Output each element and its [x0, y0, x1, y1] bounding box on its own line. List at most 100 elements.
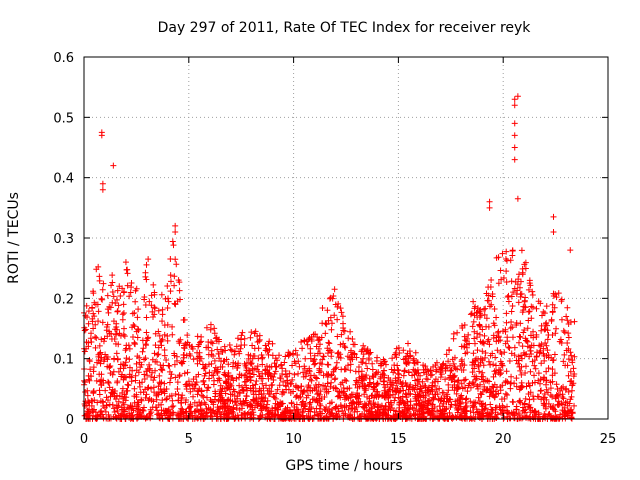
data-point: [552, 413, 559, 420]
data-point: [293, 392, 300, 399]
data-point: [361, 391, 368, 398]
data-point: [225, 396, 232, 403]
data-point: [409, 372, 416, 379]
data-point: [564, 304, 571, 311]
data-point: [99, 319, 106, 326]
data-point: [282, 371, 289, 378]
data-point: [212, 364, 219, 371]
data-point: [349, 356, 356, 363]
data-point: [476, 331, 483, 338]
data-point: [499, 362, 506, 369]
data-point: [541, 391, 548, 398]
data-point: [244, 410, 251, 417]
data-point: [228, 375, 235, 382]
data-point: [209, 408, 216, 415]
data-point: [98, 407, 105, 414]
data-point: [225, 410, 232, 417]
x-tick-label: 15: [390, 432, 407, 447]
data-point: [505, 298, 512, 305]
data-point: [330, 366, 337, 373]
data-point: [412, 349, 419, 356]
data-point: [543, 303, 550, 310]
data-point: [378, 402, 385, 409]
data-point: [121, 401, 128, 408]
data-point: [300, 373, 307, 380]
data-point: [81, 348, 88, 355]
data-point: [327, 383, 334, 390]
data-point: [527, 347, 534, 354]
data-point: [400, 347, 407, 354]
data-point: [197, 406, 204, 413]
data-point: [425, 398, 432, 405]
data-point: [292, 383, 299, 390]
data-point: [166, 363, 173, 370]
data-point: [397, 378, 404, 385]
data-point: [118, 373, 125, 380]
data-point: [403, 394, 410, 401]
data-point: [325, 317, 332, 324]
data-point: [205, 406, 212, 413]
data-point: [544, 336, 551, 343]
data-point: [540, 374, 547, 381]
data-point: [509, 303, 516, 310]
data-point: [448, 366, 455, 373]
data-point: [200, 377, 207, 384]
data-point: [113, 324, 120, 331]
data-point: [365, 355, 372, 362]
data-point: [280, 389, 287, 396]
data-point: [161, 347, 168, 354]
data-point: [157, 338, 164, 345]
data-point: [570, 365, 577, 372]
data-point: [358, 368, 365, 375]
data-point: [190, 393, 197, 400]
data-point: [351, 351, 358, 358]
data-point: [257, 413, 264, 420]
data-point: [343, 378, 350, 385]
data-point: [317, 368, 324, 375]
data-point: [261, 398, 268, 405]
data-point: [259, 380, 266, 387]
chart-title: Day 297 of 2011, Rate Of TEC Index for r…: [158, 20, 532, 36]
data-point: [518, 371, 525, 378]
data-point: [384, 394, 391, 401]
data-point: [215, 398, 222, 405]
data-point: [131, 310, 138, 317]
data-point: [170, 409, 177, 416]
data-point: [531, 357, 538, 364]
data-point: [360, 342, 367, 349]
data-point: [481, 306, 488, 313]
data-point: [162, 412, 169, 419]
data-point: [519, 265, 526, 272]
data-point: [516, 363, 523, 370]
data-point: [447, 403, 454, 410]
data-point: [113, 404, 120, 411]
data-point: [105, 378, 112, 385]
data-point: [299, 390, 306, 397]
data-point: [401, 413, 408, 420]
data-point: [509, 334, 516, 341]
data-point: [147, 415, 154, 422]
data-point: [282, 353, 289, 360]
data-point: [223, 378, 230, 385]
data-point: [497, 387, 504, 394]
data-point: [206, 369, 213, 376]
data-point: [117, 365, 124, 372]
data-point: [549, 308, 556, 315]
data-point: [508, 379, 515, 386]
data-point: [522, 370, 529, 377]
data-point: [98, 354, 105, 361]
data-point: [142, 355, 149, 362]
data-point: [127, 289, 134, 296]
data-point: [480, 340, 487, 347]
data-point: [438, 371, 445, 378]
data-point: [264, 401, 271, 408]
data-point: [258, 405, 265, 412]
data-point: [139, 348, 146, 355]
data-point: [145, 334, 152, 341]
data-point: [498, 362, 505, 369]
data-point: [511, 96, 518, 103]
data-point: [360, 355, 367, 362]
data-point: [522, 259, 529, 266]
data-point: [279, 370, 286, 377]
data-point: [389, 382, 396, 389]
